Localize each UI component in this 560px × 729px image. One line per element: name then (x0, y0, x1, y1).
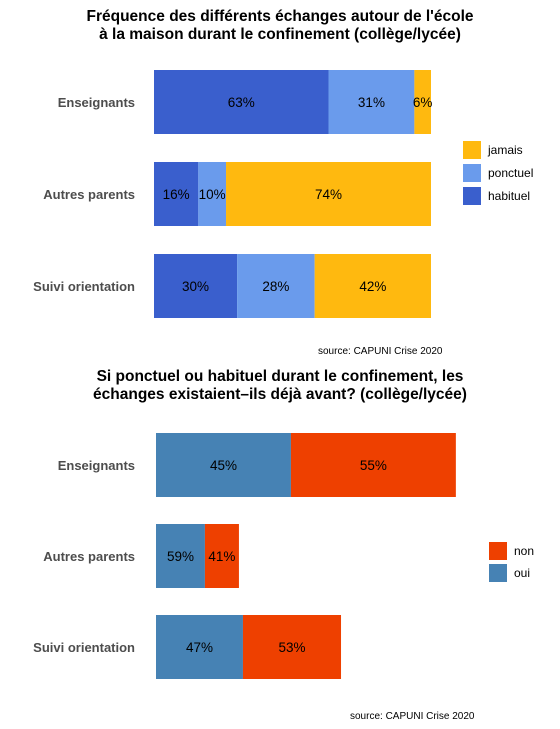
bar-segment-ponctuel-suivi-orientation (237, 254, 315, 318)
bar-segment-habituel-enseignants (154, 70, 329, 134)
bar-segment-non-enseignants (290, 433, 456, 497)
bar-segment-oui-enseignants (156, 433, 291, 497)
data-label-non-enseignants: 55% (360, 458, 387, 473)
category-label-enseignants: Enseignants (58, 458, 135, 473)
legend-swatch-habituel (463, 187, 481, 205)
bar-segment-ponctuel-enseignants (328, 70, 415, 134)
data-label-habituel-enseignants: 63% (228, 95, 255, 110)
chart-source-caption: source: CAPUNI Crise 2020 (318, 346, 443, 357)
data-label-oui-enseignants: 45% (210, 458, 237, 473)
chart-title-line-2: échanges existaient–ils déjà avant? (col… (93, 386, 467, 403)
legend-swatch-ponctuel (463, 164, 481, 182)
category-label-suivi-orientation: Suivi orientation (33, 640, 135, 655)
bar-segment-non-suivi-orientation (242, 615, 342, 679)
chart-title: Fréquence des différents échanges autour… (0, 8, 560, 44)
legend-label-oui: oui (514, 566, 530, 580)
data-label-habituel-suivi-orientation: 30% (182, 279, 209, 294)
data-label-jamais-suivi-orientation: 42% (359, 279, 386, 294)
chart-title: Si ponctuel ou habituel durant le confin… (0, 368, 560, 404)
data-label-ponctuel-enseignants: 31% (358, 95, 385, 110)
category-label-enseignants: Enseignants (58, 95, 135, 110)
data-label-oui-suivi-orientation: 47% (186, 640, 213, 655)
bar-segment-oui-autres-parents (156, 524, 205, 588)
data-label-non-suivi-orientation: 53% (278, 640, 305, 655)
bar-segment-ponctuel-autres-parents (198, 162, 227, 226)
chart-echanges-avant: Si ponctuel ou habituel durant le confin… (0, 360, 560, 729)
chart-title-line-2: à la maison durant le confinement (collè… (99, 26, 461, 43)
chart-plot-area: Enseignants 63% 31% 6% Autres parents 16% 10% 7… (33, 70, 533, 318)
data-label-ponctuel-autres-parents: 10% (199, 187, 226, 202)
category-label-autres-parents: Autres parents (43, 549, 135, 564)
legend-label-ponctuel: ponctuel (488, 166, 533, 180)
legend-label-jamais: jamais (487, 143, 523, 157)
chart-title-line-1: Fréquence des différents échanges autour… (86, 8, 474, 25)
bar-segment-oui-suivi-orientation (156, 615, 243, 679)
legend-swatch-oui (489, 564, 507, 582)
chart-source-caption: source: CAPUNI Crise 2020 (350, 711, 475, 722)
legend-label-habituel: habituel (488, 189, 530, 203)
bar-segment-jamais-autres-parents (226, 162, 431, 226)
legend-label-non: non (514, 544, 534, 558)
data-label-non-autres-parents: 41% (208, 549, 235, 564)
bar-segment-habituel-autres-parents (154, 162, 199, 226)
data-label-habituel-autres-parents: 16% (163, 187, 190, 202)
data-label-jamais-autres-parents: 74% (315, 187, 342, 202)
bar-segment-jamais-suivi-orientation (314, 254, 431, 318)
data-label-ponctuel-suivi-orientation: 28% (262, 279, 289, 294)
legend-swatch-non (489, 542, 507, 560)
bar-segment-habituel-suivi-orientation (154, 254, 238, 318)
bar-segment-jamais-enseignants (414, 70, 431, 134)
data-label-oui-autres-parents: 59% (167, 549, 194, 564)
category-label-autres-parents: Autres parents (43, 187, 135, 202)
chart-plot-area: Enseignants 45% 55% Autres parents 59% 41% Sui… (33, 433, 534, 679)
chart-frequence-echanges: Fréquence des différents échanges autour… (0, 0, 560, 360)
bar-segment-non-autres-parents (204, 524, 239, 588)
category-label-suivi-orientation: Suivi orientation (33, 279, 135, 294)
legend-swatch-jamais (463, 141, 481, 159)
chart-title-line-1: Si ponctuel ou habituel durant le confin… (96, 368, 464, 385)
data-label-jamais-enseignants: 6% (413, 95, 433, 110)
